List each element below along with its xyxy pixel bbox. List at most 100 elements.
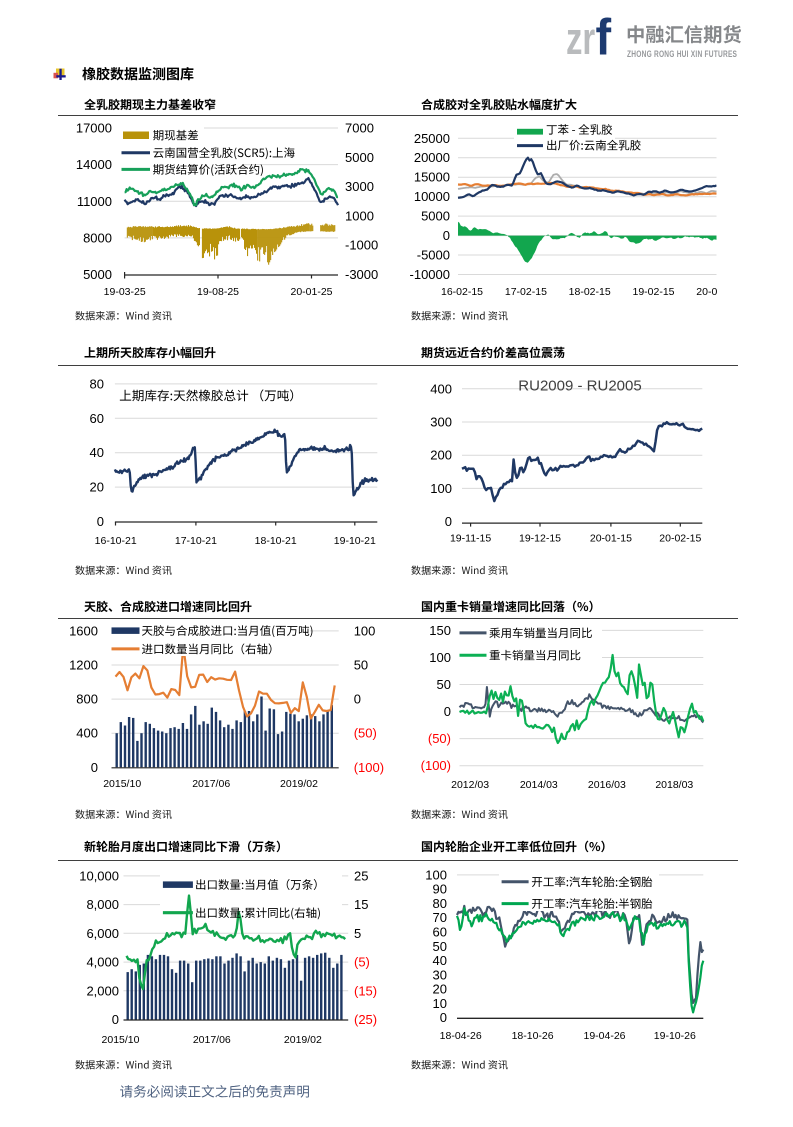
- svg-text:-3000: -3000: [345, 267, 378, 282]
- svg-text:2,000: 2,000: [86, 983, 119, 998]
- svg-text:100: 100: [429, 650, 451, 665]
- svg-text:(50): (50): [428, 731, 451, 746]
- svg-text:18-10-21: 18-10-21: [255, 535, 297, 547]
- svg-text:20-01-25: 20-01-25: [290, 286, 332, 298]
- svg-text:(100): (100): [354, 760, 384, 775]
- svg-text:20-01-15: 20-01-15: [590, 533, 632, 545]
- svg-text:0: 0: [440, 1010, 447, 1025]
- svg-text:5000: 5000: [83, 267, 112, 282]
- svg-text:1600: 1600: [69, 623, 98, 638]
- svg-text:16-02-15: 16-02-15: [441, 286, 483, 298]
- svg-text:-5000: -5000: [417, 248, 450, 263]
- svg-text:0: 0: [445, 514, 452, 529]
- svg-text:40: 40: [433, 953, 447, 968]
- svg-text:19-10-26: 19-10-26: [654, 1030, 696, 1042]
- svg-text:50: 50: [433, 939, 447, 954]
- svg-text:10: 10: [433, 996, 447, 1011]
- svg-text:80: 80: [433, 896, 447, 911]
- svg-text:0: 0: [97, 514, 104, 529]
- svg-text:19-04-26: 19-04-26: [583, 1030, 625, 1042]
- svg-text:20-02-15: 20-02-15: [659, 533, 701, 545]
- svg-text:f: f: [596, 10, 612, 66]
- svg-text:5000: 5000: [421, 209, 450, 224]
- svg-text:80: 80: [90, 376, 104, 391]
- svg-text:15: 15: [354, 897, 368, 912]
- svg-text:17-02-15: 17-02-15: [505, 286, 547, 298]
- svg-text:16-10-21: 16-10-21: [95, 535, 137, 547]
- svg-text:18-04-26: 18-04-26: [440, 1030, 482, 1042]
- svg-text:18-10-26: 18-10-26: [512, 1030, 554, 1042]
- svg-text:18-02-15: 18-02-15: [569, 286, 611, 298]
- svg-text:60: 60: [433, 925, 447, 940]
- svg-text:(100): (100): [421, 758, 451, 773]
- svg-text:70: 70: [433, 910, 447, 925]
- svg-text:2015/10: 2015/10: [103, 778, 141, 790]
- svg-text:20: 20: [90, 480, 104, 495]
- svg-text:60: 60: [90, 411, 104, 426]
- svg-text:400: 400: [430, 381, 452, 396]
- svg-text:19-08-25: 19-08-25: [197, 286, 239, 298]
- svg-text:1200: 1200: [69, 658, 98, 673]
- svg-text:2015/10: 2015/10: [102, 1034, 140, 1046]
- svg-text:8,000: 8,000: [86, 897, 119, 912]
- svg-text:(50): (50): [354, 726, 377, 741]
- svg-text:2019/02: 2019/02: [280, 778, 318, 790]
- svg-text:25: 25: [354, 868, 368, 883]
- svg-text:19-03-25: 19-03-25: [104, 286, 146, 298]
- svg-text:(25): (25): [354, 1012, 377, 1027]
- svg-text:17-10-21: 17-10-21: [175, 535, 217, 547]
- svg-text:17000: 17000: [76, 121, 112, 136]
- svg-text:(5): (5): [354, 955, 370, 970]
- svg-text:7000: 7000: [345, 121, 374, 136]
- svg-text:-10000: -10000: [410, 267, 450, 282]
- svg-text:90: 90: [433, 882, 447, 897]
- svg-text:RU2009 - RU2005: RU2009 - RU2005: [518, 378, 641, 395]
- svg-text:14000: 14000: [76, 157, 112, 172]
- svg-text:400: 400: [76, 726, 98, 741]
- svg-text:2019/02: 2019/02: [284, 1034, 322, 1046]
- svg-text:11000: 11000: [77, 194, 112, 209]
- svg-text:150: 150: [429, 623, 451, 638]
- svg-text:300: 300: [430, 415, 452, 430]
- svg-text:10,000: 10,000: [79, 868, 119, 883]
- svg-text:2014/03: 2014/03: [520, 779, 558, 791]
- svg-text:40: 40: [90, 445, 104, 460]
- svg-text:800: 800: [76, 692, 98, 707]
- svg-text:20000: 20000: [414, 150, 450, 165]
- svg-text:4,000: 4,000: [86, 955, 119, 970]
- svg-text:100: 100: [425, 867, 447, 882]
- svg-text:19-12-15: 19-12-15: [519, 533, 561, 545]
- svg-text:50: 50: [354, 658, 368, 673]
- svg-text:8000: 8000: [83, 230, 112, 245]
- svg-text:15000: 15000: [414, 170, 450, 185]
- svg-text:20-02-15: 20-02-15: [696, 286, 738, 298]
- svg-text:2012/03: 2012/03: [451, 779, 489, 791]
- svg-text:zr: zr: [566, 14, 595, 64]
- svg-text:2016/03: 2016/03: [588, 779, 626, 791]
- svg-text:(15): (15): [354, 983, 377, 998]
- svg-text:5000: 5000: [345, 150, 374, 165]
- svg-text:200: 200: [430, 448, 452, 463]
- svg-text:-1000: -1000: [345, 238, 378, 253]
- svg-text:19-11-15: 19-11-15: [450, 533, 491, 545]
- svg-text:25000: 25000: [414, 131, 450, 146]
- svg-text:0: 0: [354, 692, 361, 707]
- svg-text:100: 100: [354, 623, 376, 638]
- svg-text:100: 100: [430, 481, 452, 496]
- svg-text:20: 20: [433, 982, 447, 997]
- svg-text:2017/06: 2017/06: [193, 1034, 231, 1046]
- svg-text:10000: 10000: [414, 189, 450, 204]
- svg-text:6,000: 6,000: [86, 926, 119, 941]
- svg-text:2018/03: 2018/03: [655, 779, 693, 791]
- svg-text:ZHONG RONG HUI XIN FUTURES: ZHONG RONG HUI XIN FUTURES: [627, 49, 737, 59]
- svg-text:0: 0: [91, 760, 98, 775]
- svg-text:3000: 3000: [345, 179, 374, 194]
- svg-text:19-02-15: 19-02-15: [632, 286, 674, 298]
- svg-text:2017/06: 2017/06: [192, 778, 230, 790]
- svg-text:1000: 1000: [345, 208, 374, 223]
- svg-text:19-10-21: 19-10-21: [334, 535, 376, 547]
- svg-text:0: 0: [443, 228, 450, 243]
- svg-text:0: 0: [112, 1012, 119, 1027]
- svg-text:0: 0: [444, 704, 451, 719]
- svg-text:30: 30: [433, 967, 447, 982]
